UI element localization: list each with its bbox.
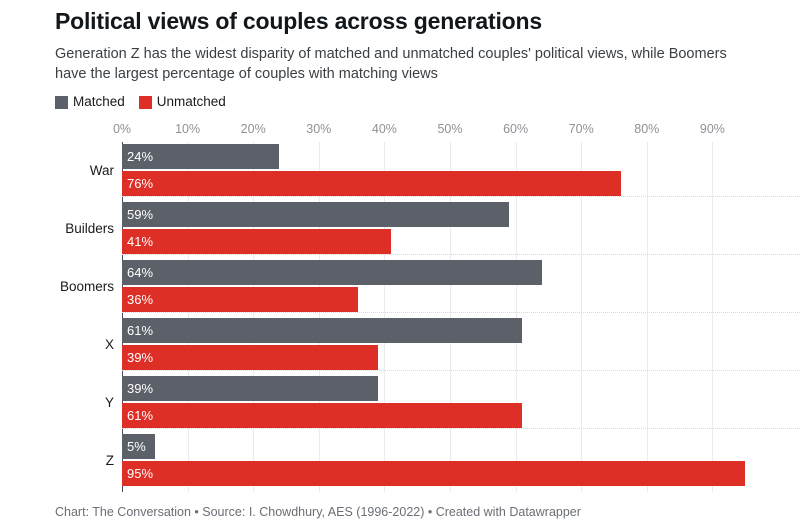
plot-area: 0% 10% 20% 30% 40% 50% 60% 70% 80% 90% War 24% 76% B… [0,122,800,492]
bar-value-label: 59% [127,207,154,222]
group-separator [122,428,800,429]
category-label: War [89,163,114,178]
bar-unmatched[interactable]: 39% [122,345,378,370]
square-swatch-icon [55,95,68,109]
legend-item-matched[interactable]: Matched [55,95,125,109]
bar-value-label: 41% [127,234,154,249]
category-label: Z [105,453,114,468]
bar-group: Builders 59% 41% [0,196,800,258]
chart-credit: Chart: The Conversation • Source: I. Cho… [55,505,581,519]
category-label: Y [104,395,114,410]
bar-matched[interactable]: 61% [122,318,523,343]
bar-value-label: 39% [127,381,154,396]
x-axis-ticks: 0% 10% 20% 30% 40% 50% 60% 70% 80% 90% [0,122,800,142]
x-tick-label: 0% [112,122,132,136]
x-tick-label: 20% [240,122,266,136]
bar-value-label: 64% [127,265,154,280]
legend-label: Unmatched [156,94,226,110]
chart-header: Political views of couples across genera… [0,0,800,84]
bar-group: Boomers 64% 36% [0,254,800,316]
bar-value-label: 36% [127,292,154,307]
bar-matched[interactable]: 59% [122,202,510,227]
x-tick-label: 40% [371,122,397,136]
bar-group: War 24% 76% [0,142,800,200]
legend-label: Matched [73,94,125,110]
bar-unmatched[interactable]: 36% [122,287,359,312]
group-separator [122,254,800,255]
x-tick-label: 50% [437,122,463,136]
bar-matched[interactable]: 24% [122,144,280,169]
bar-value-label: 61% [127,408,154,423]
bar-rows: War 24% 76% Builders 59% 41% Boomers 64% 36% X 61%… [0,142,800,492]
x-tick-label: 80% [634,122,660,136]
x-tick-label: 70% [568,122,594,136]
category-label: Builders [65,221,114,236]
bar-matched[interactable]: 5% [122,434,155,459]
bar-unmatched[interactable]: 95% [122,461,746,486]
bar-matched[interactable]: 39% [122,376,378,401]
bar-group: X 61% 39% [0,312,800,374]
bar-value-label: 39% [127,350,154,365]
bar-matched[interactable]: 64% [122,260,542,285]
legend-item-unmatched[interactable]: Unmatched [138,94,226,110]
bar-value-label: 76% [127,176,154,191]
group-separator [122,370,800,371]
bar-group: Y 39% 61% [0,370,800,432]
group-separator [122,196,800,197]
bar-group: Z 5% 95% [0,428,800,490]
bar-value-label: 24% [127,149,154,164]
x-tick-label: 60% [503,122,529,136]
page-title: Political views of couples across genera… [55,8,542,34]
x-tick-label: 90% [699,122,725,136]
category-label: Boomers [59,279,114,294]
square-swatch-icon [138,95,152,109]
x-tick-label: 10% [175,122,201,136]
chart-legend: Matched Unmatched [0,84,800,110]
bar-value-label: 61% [127,323,154,338]
category-label: X [104,337,114,352]
bar-unmatched[interactable]: 41% [122,229,391,254]
bar-unmatched[interactable]: 76% [122,171,621,196]
bar-value-label: 95% [127,466,154,481]
x-tick-label: 30% [306,122,332,136]
bar-unmatched[interactable]: 61% [122,403,523,428]
bar-value-label: 5% [127,439,146,454]
group-separator [122,312,800,313]
chart-subtitle: Generation Z has the widest disparity of… [55,46,727,83]
